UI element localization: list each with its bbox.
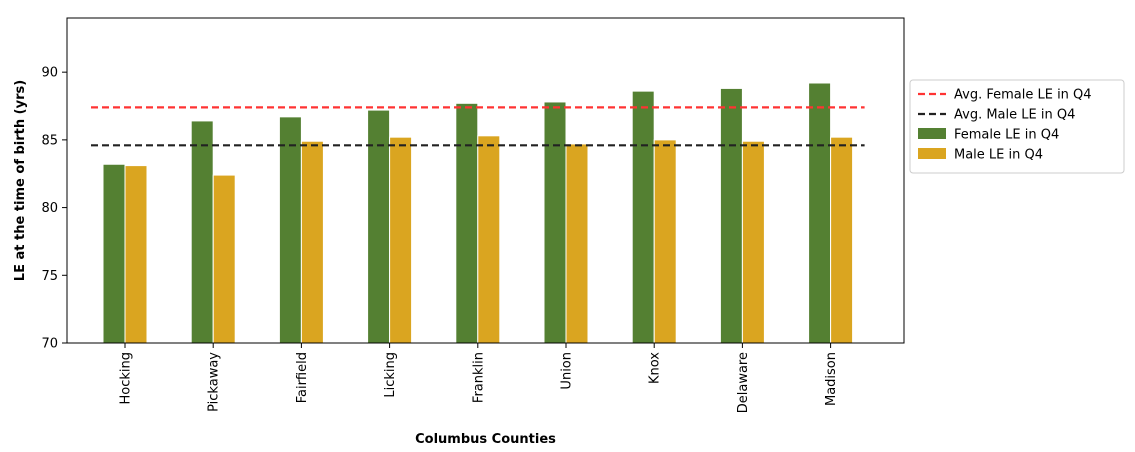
female-bar-hocking — [102, 163, 126, 344]
male-bar-pickaway — [212, 174, 236, 344]
x-tick-label-madison: Madison — [824, 352, 839, 406]
legend-label-avg-female: Avg. Female LE in Q4 — [954, 88, 1092, 103]
bars-layer — [102, 82, 854, 344]
legend-label-male: Male LE in Q4 — [954, 148, 1043, 163]
y-tick-label-80: 80 — [41, 201, 58, 216]
x-tick-label-delaware: Delaware — [736, 352, 751, 413]
y-tick-label-70: 70 — [41, 337, 58, 352]
female-bar-fairfield — [278, 116, 302, 344]
plot-frame — [66, 17, 905, 344]
x-tick-label-union: Union — [560, 352, 575, 390]
female-bar-franklin — [455, 102, 479, 344]
male-bar-fairfield — [300, 140, 324, 344]
legend-label-avg-male: Avg. Male LE in Q4 — [954, 108, 1075, 123]
x-tick-label-fairfield: Fairfield — [295, 352, 310, 403]
y-axis-title: LE at the time of birth (yrs) — [13, 80, 28, 281]
female-bar-knox — [631, 90, 655, 344]
female-bar-madison — [808, 82, 832, 344]
male-bar-knox — [653, 139, 677, 344]
female-bar-delaware — [719, 87, 743, 344]
male-bar-union — [565, 143, 589, 344]
male-bar-licking — [389, 136, 413, 344]
legend-swatch-female — [918, 128, 946, 139]
x-tick-label-franklin: Franklin — [471, 352, 486, 403]
y-axis: 70 75 80 85 90 — [41, 66, 67, 352]
male-bar-delaware — [741, 140, 765, 344]
x-axis: Hocking Pickaway Fairfield Licking Franklin U… — [119, 343, 839, 413]
y-tick-label-85: 85 — [41, 133, 58, 148]
male-bar-madison — [830, 136, 854, 344]
x-tick-label-knox: Knox — [648, 352, 663, 384]
y-tick-label-90: 90 — [41, 66, 58, 81]
legend-box — [909, 79, 1125, 174]
legend-label-female: Female LE in Q4 — [954, 128, 1059, 143]
x-axis-title: Columbus Counties — [415, 432, 556, 447]
y-tick-label-75: 75 — [41, 269, 58, 284]
x-tick-label-licking: Licking — [383, 352, 398, 398]
legend: Avg. Female LE in Q4 Avg. Male LE in Q4 Fe… — [909, 79, 1125, 174]
reference-lines-layer — [91, 106, 865, 147]
male-bar-hocking — [124, 165, 148, 344]
male-bar-franklin — [477, 135, 501, 344]
female-bar-pickaway — [190, 120, 214, 344]
legend-swatch-male — [918, 148, 946, 159]
x-tick-label-hocking: Hocking — [119, 352, 134, 405]
x-tick-label-pickaway: Pickaway — [207, 352, 222, 412]
female-bar-union — [543, 101, 567, 344]
